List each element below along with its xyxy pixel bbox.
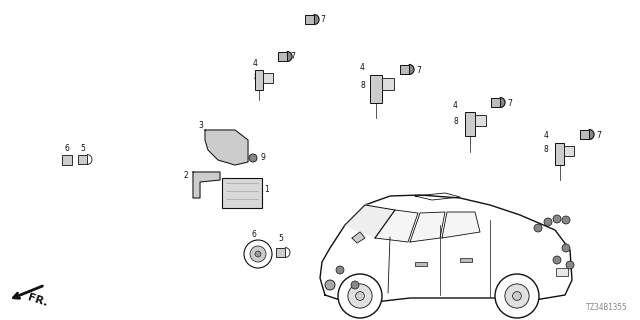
Circle shape: [553, 215, 561, 223]
Text: 4: 4: [253, 59, 258, 68]
Circle shape: [351, 281, 359, 289]
Bar: [382, 78, 394, 90]
Polygon shape: [409, 65, 414, 75]
Text: TZ34B1355: TZ34B1355: [586, 303, 628, 312]
Circle shape: [249, 154, 257, 162]
Polygon shape: [287, 52, 292, 61]
Text: 5: 5: [278, 234, 283, 243]
Bar: [556, 268, 568, 276]
Text: 7: 7: [320, 14, 325, 23]
Bar: [276, 248, 285, 257]
Bar: [415, 262, 427, 266]
Text: FR.: FR.: [27, 292, 49, 308]
Polygon shape: [442, 212, 480, 238]
Circle shape: [544, 218, 552, 226]
Text: 6: 6: [251, 230, 256, 239]
Bar: [222, 178, 262, 208]
Polygon shape: [320, 195, 572, 302]
Circle shape: [250, 246, 266, 262]
Text: 7: 7: [507, 99, 512, 108]
Circle shape: [513, 292, 522, 300]
Bar: [491, 98, 500, 107]
Bar: [370, 75, 382, 103]
Polygon shape: [205, 130, 248, 165]
Circle shape: [348, 284, 372, 308]
Bar: [62, 155, 72, 165]
Circle shape: [244, 240, 272, 268]
Circle shape: [562, 216, 570, 224]
Bar: [78, 155, 87, 164]
Circle shape: [356, 292, 364, 300]
Bar: [580, 130, 589, 139]
Circle shape: [338, 274, 382, 318]
Circle shape: [566, 261, 574, 269]
Bar: [255, 70, 263, 90]
Text: 2: 2: [183, 171, 188, 180]
Bar: [305, 15, 314, 24]
Bar: [465, 112, 475, 136]
Text: 1: 1: [264, 185, 269, 194]
Circle shape: [255, 251, 261, 257]
Circle shape: [336, 266, 344, 274]
Text: 8: 8: [544, 145, 548, 154]
Text: 7: 7: [290, 52, 295, 60]
Circle shape: [505, 284, 529, 308]
Text: 4: 4: [544, 131, 549, 140]
Polygon shape: [589, 130, 594, 140]
Text: 9: 9: [260, 153, 265, 162]
Circle shape: [325, 280, 335, 290]
Circle shape: [553, 256, 561, 264]
Bar: [460, 258, 472, 262]
Circle shape: [495, 274, 539, 318]
Bar: [278, 52, 287, 61]
Bar: [263, 73, 273, 83]
Bar: [400, 65, 409, 74]
Text: 4: 4: [360, 63, 365, 72]
Polygon shape: [345, 205, 395, 238]
Bar: [475, 115, 486, 126]
Text: 3: 3: [198, 121, 203, 130]
Text: 7: 7: [596, 131, 601, 140]
Polygon shape: [410, 212, 445, 242]
Bar: [555, 143, 564, 165]
Text: 5: 5: [80, 144, 85, 153]
Text: 8: 8: [453, 117, 458, 126]
Text: 8: 8: [360, 81, 365, 90]
Circle shape: [562, 244, 570, 252]
Polygon shape: [500, 98, 505, 108]
Bar: [564, 146, 574, 156]
Polygon shape: [375, 210, 418, 242]
Circle shape: [534, 224, 542, 232]
Polygon shape: [193, 172, 220, 198]
Polygon shape: [314, 14, 319, 25]
Text: 4: 4: [453, 101, 458, 110]
Polygon shape: [352, 232, 365, 243]
Text: 7: 7: [416, 66, 421, 75]
Text: 8: 8: [253, 73, 258, 82]
Text: 6: 6: [64, 144, 69, 153]
